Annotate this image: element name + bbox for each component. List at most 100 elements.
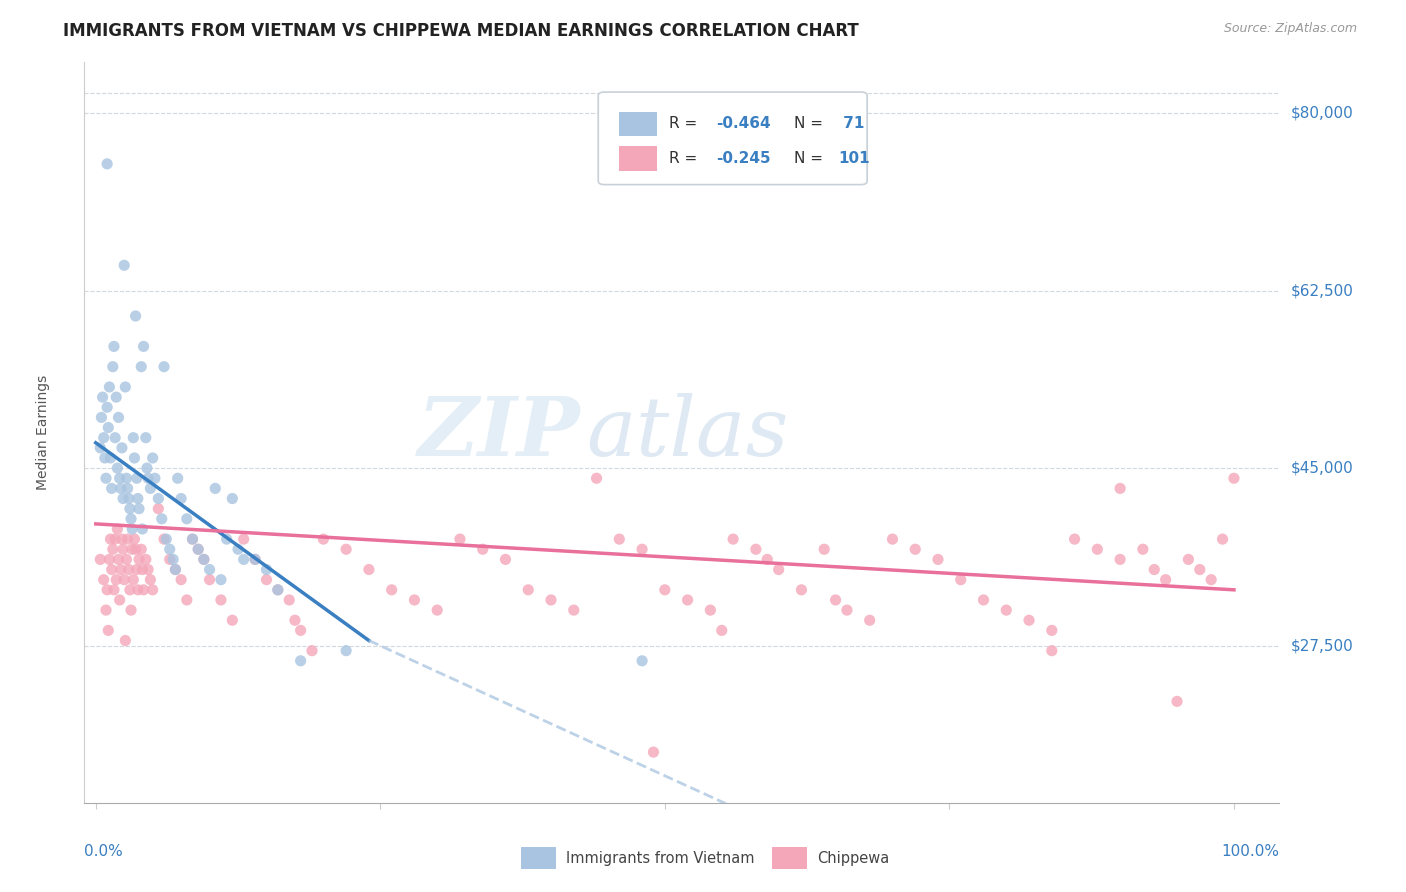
Point bbox=[118, 491, 141, 506]
Point bbox=[181, 532, 204, 546]
Point bbox=[112, 573, 135, 587]
Point bbox=[198, 562, 221, 576]
FancyBboxPatch shape bbox=[619, 146, 657, 171]
Point bbox=[835, 603, 858, 617]
Point bbox=[290, 624, 312, 638]
Point bbox=[357, 562, 380, 576]
Point bbox=[193, 552, 215, 566]
Point bbox=[118, 501, 141, 516]
Point bbox=[699, 603, 721, 617]
Point bbox=[124, 532, 146, 546]
Point bbox=[284, 613, 307, 627]
Point bbox=[607, 532, 630, 546]
Point bbox=[103, 582, 125, 597]
Point bbox=[232, 552, 254, 566]
Point bbox=[335, 542, 357, 557]
Point bbox=[125, 562, 148, 576]
Point bbox=[124, 309, 146, 323]
Point bbox=[1199, 573, 1222, 587]
Text: Median Earnings: Median Earnings bbox=[35, 375, 49, 491]
Point bbox=[89, 552, 111, 566]
Point bbox=[101, 359, 124, 374]
Point bbox=[148, 491, 170, 506]
Point bbox=[1040, 624, 1063, 638]
Text: $27,500: $27,500 bbox=[1291, 638, 1354, 653]
Point bbox=[267, 582, 290, 597]
Point bbox=[103, 339, 125, 353]
Text: $45,000: $45,000 bbox=[1291, 460, 1354, 475]
Point bbox=[136, 471, 159, 485]
Point bbox=[290, 654, 312, 668]
FancyBboxPatch shape bbox=[772, 847, 807, 870]
Point bbox=[973, 593, 995, 607]
Text: $80,000: $80,000 bbox=[1291, 105, 1354, 120]
Point bbox=[104, 431, 127, 445]
Point bbox=[91, 390, 114, 404]
Point bbox=[118, 582, 141, 597]
Text: IMMIGRANTS FROM VIETNAM VS CHIPPEWA MEDIAN EARNINGS CORRELATION CHART: IMMIGRANTS FROM VIETNAM VS CHIPPEWA MEDI… bbox=[63, 22, 859, 40]
Text: 101: 101 bbox=[838, 151, 870, 166]
Point bbox=[335, 643, 357, 657]
Point bbox=[89, 441, 111, 455]
Point bbox=[136, 562, 159, 576]
Point bbox=[882, 532, 904, 546]
Point bbox=[243, 552, 266, 566]
Point bbox=[710, 624, 733, 638]
Point bbox=[93, 573, 115, 587]
Point bbox=[745, 542, 768, 557]
Point bbox=[120, 603, 142, 617]
Point bbox=[187, 542, 209, 557]
Point bbox=[124, 542, 146, 557]
Point bbox=[1177, 552, 1199, 566]
Point bbox=[100, 562, 122, 576]
Point bbox=[131, 562, 153, 576]
FancyBboxPatch shape bbox=[619, 112, 657, 136]
FancyBboxPatch shape bbox=[599, 92, 868, 185]
Point bbox=[904, 542, 927, 557]
Point bbox=[98, 552, 121, 566]
Point bbox=[131, 522, 153, 536]
Point bbox=[107, 410, 129, 425]
Point bbox=[96, 401, 118, 415]
Point bbox=[117, 532, 139, 546]
Point bbox=[256, 562, 278, 576]
Point bbox=[267, 582, 290, 597]
Point bbox=[170, 491, 193, 506]
Point bbox=[115, 471, 138, 485]
Point bbox=[114, 633, 136, 648]
Point bbox=[995, 603, 1018, 617]
Point bbox=[159, 552, 181, 566]
Point bbox=[150, 512, 173, 526]
Point bbox=[112, 542, 135, 557]
Point bbox=[278, 593, 301, 607]
Point bbox=[100, 532, 122, 546]
Point bbox=[768, 562, 790, 576]
Point bbox=[562, 603, 585, 617]
Point bbox=[110, 562, 132, 576]
Point bbox=[94, 603, 117, 617]
Point bbox=[105, 522, 128, 536]
Point bbox=[1085, 542, 1108, 557]
Point bbox=[112, 258, 135, 272]
Point bbox=[132, 339, 155, 353]
Point bbox=[117, 482, 139, 496]
Point bbox=[135, 552, 157, 566]
Point bbox=[1166, 694, 1188, 708]
Point bbox=[100, 482, 122, 496]
Point bbox=[232, 532, 254, 546]
Point bbox=[1223, 471, 1246, 485]
Point bbox=[176, 512, 198, 526]
Point bbox=[209, 593, 232, 607]
Point bbox=[187, 542, 209, 557]
Point bbox=[585, 471, 607, 485]
Point bbox=[790, 582, 813, 597]
Point bbox=[153, 532, 176, 546]
Point bbox=[128, 501, 150, 516]
Point bbox=[1188, 562, 1211, 576]
Point bbox=[181, 532, 204, 546]
Point bbox=[243, 552, 266, 566]
Point bbox=[540, 593, 562, 607]
Point bbox=[162, 552, 184, 566]
Point bbox=[108, 471, 131, 485]
Point bbox=[121, 522, 143, 536]
